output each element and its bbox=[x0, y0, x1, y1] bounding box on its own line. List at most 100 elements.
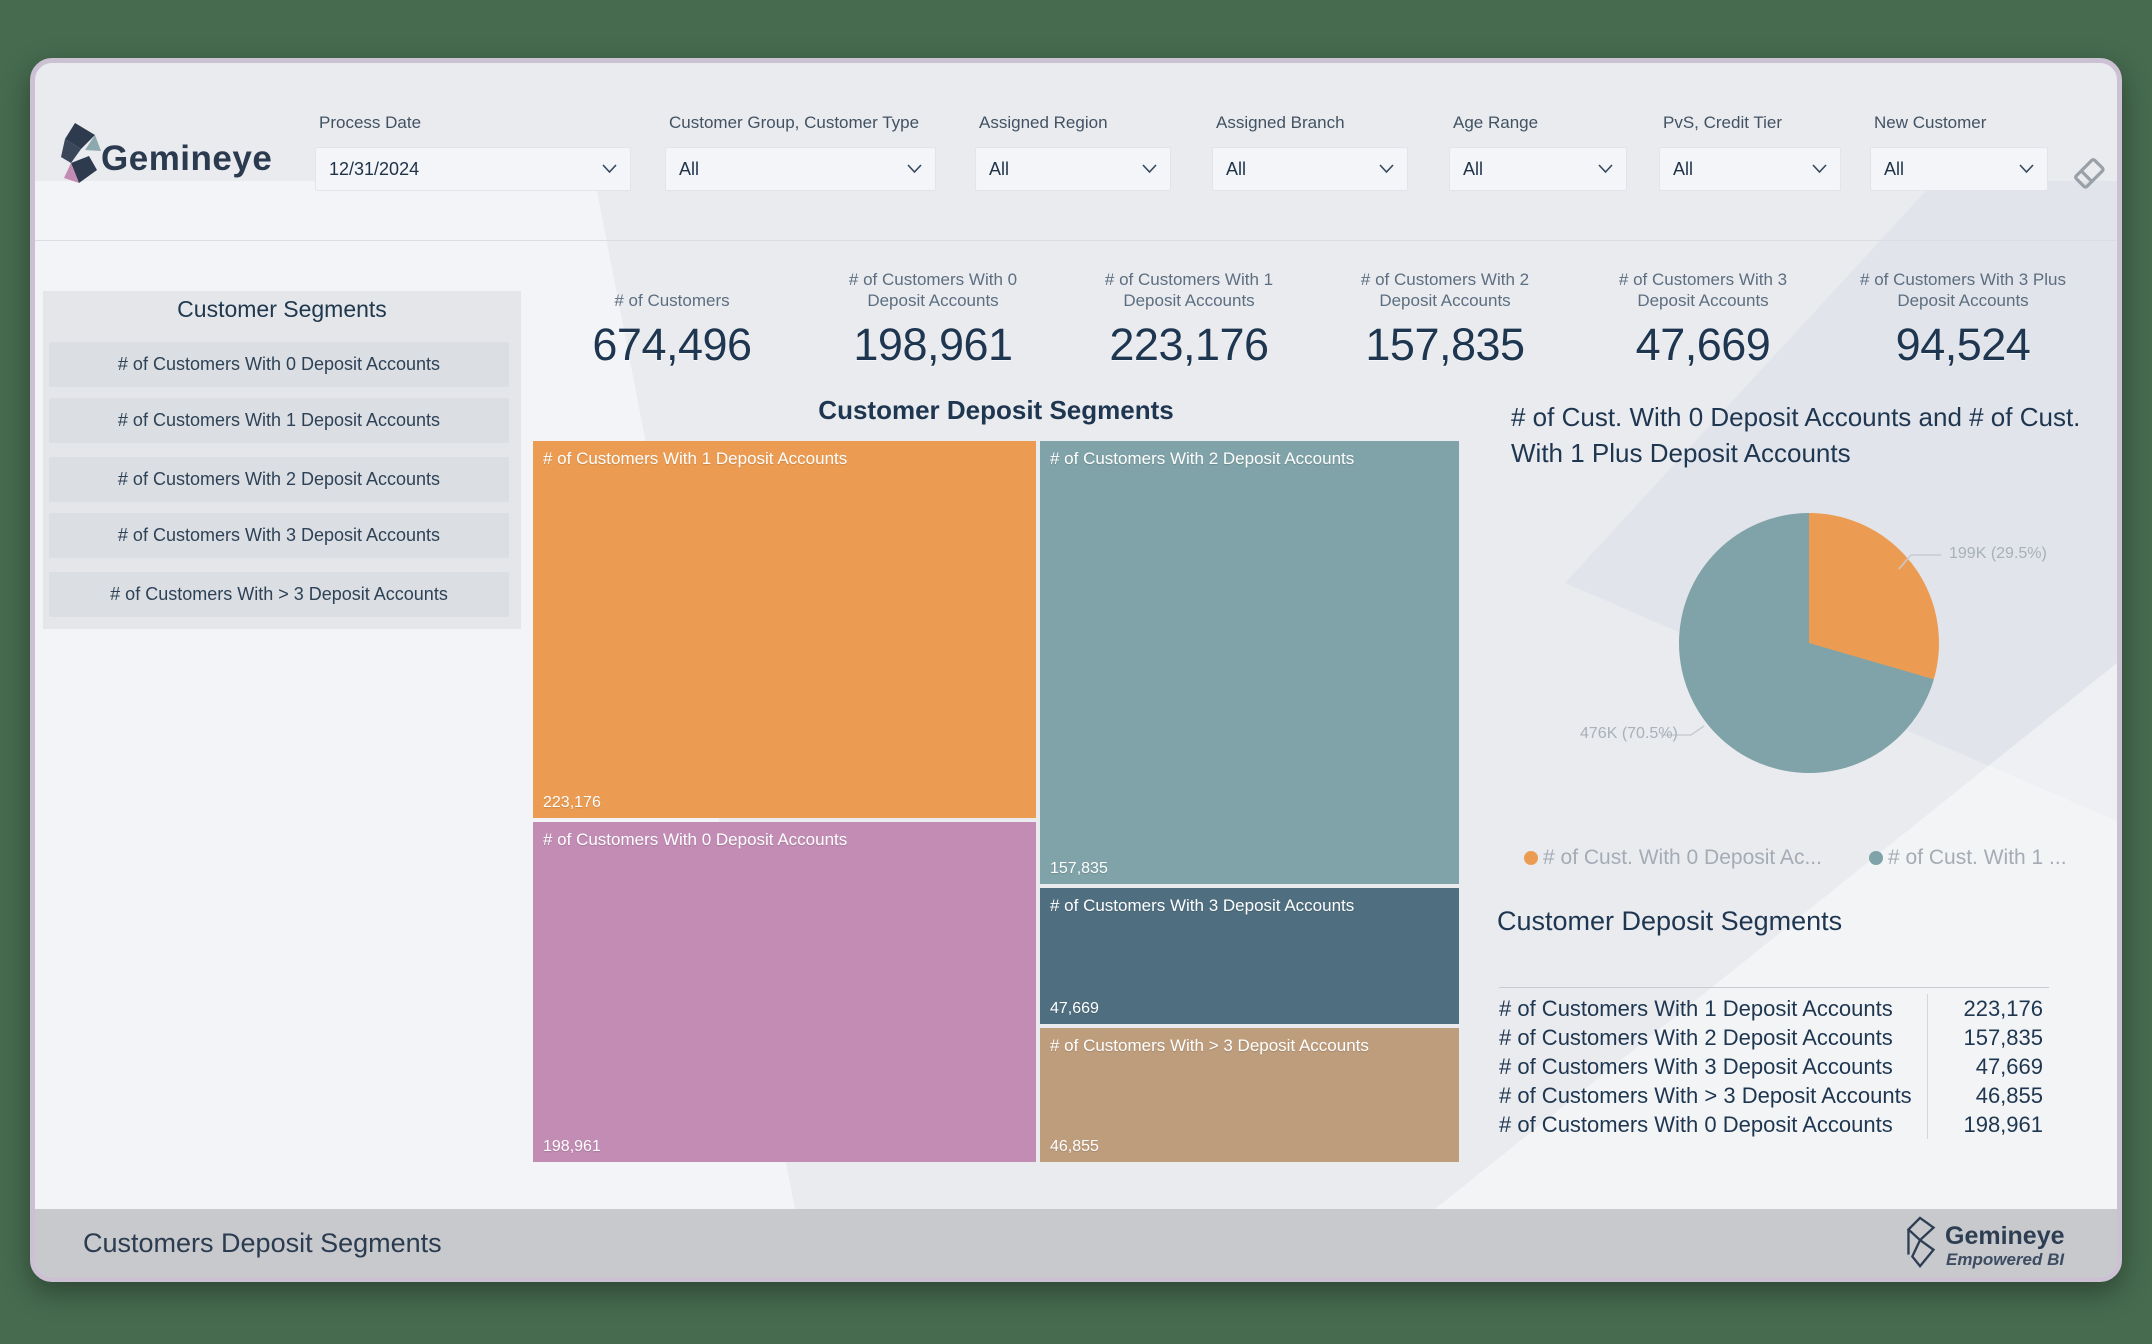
kpi-1-deposit: # of Customers With 1 Deposit Accounts 2… bbox=[1061, 269, 1317, 371]
kpi-label: # of Customers With 3 Plus Deposit Accou… bbox=[1860, 270, 2066, 310]
table-cell-segment: # of Customers With > 3 Deposit Accounts bbox=[1499, 1082, 1912, 1108]
brand-wordmark: Gemineye bbox=[101, 139, 273, 178]
segment-button-gt3-deposit[interactable]: # of Customers With > 3 Deposit Accounts bbox=[49, 572, 509, 617]
segment-button-2-deposit[interactable]: # of Customers With 2 Deposit Accounts bbox=[49, 457, 509, 502]
footer-bar: Customers Deposit Segments Gemineye Empo… bbox=[35, 1209, 2117, 1277]
table-cell-segment: # of Customers With 0 Deposit Accounts bbox=[1499, 1111, 1893, 1137]
footer-brand-wordmark: Gemineye bbox=[1945, 1222, 2065, 1250]
kpi-2-deposit: # of Customers With 2 Deposit Accounts 1… bbox=[1317, 269, 1573, 371]
legend-label: # of Cust. With 1 ... bbox=[1888, 846, 2067, 869]
filter-label: Process Date bbox=[319, 113, 422, 132]
filter-process-date: Process Date 12/31/2024 bbox=[315, 113, 631, 191]
treemap-cell-label: # of Customers With 0 Deposit Accounts bbox=[543, 830, 848, 849]
kpi-0-deposit: # of Customers With 0 Deposit Accounts 1… bbox=[805, 269, 1061, 371]
treemap-cell-value: 46,855 bbox=[1050, 1138, 1099, 1155]
treemap-cell-label: # of Customers With 3 Deposit Accounts bbox=[1050, 896, 1355, 915]
table-cell-segment: # of Customers With 3 Deposit Accounts bbox=[1499, 1053, 1893, 1079]
treemap-cell-label: # of Customers With 2 Deposit Accounts bbox=[1050, 449, 1355, 468]
treemap-cell-label: # of Customers With 1 Deposit Accounts bbox=[543, 449, 848, 468]
treemap-cell-value: 223,176 bbox=[543, 794, 601, 811]
table-cell-value: 198,961 bbox=[1927, 1110, 2049, 1139]
table-row[interactable]: # of Customers With > 3 Deposit Accounts… bbox=[1499, 1081, 2049, 1110]
detail-table-title: Customer Deposit Segments bbox=[1497, 906, 1843, 936]
table-row[interactable]: # of Customers With 3 Deposit Accounts 4… bbox=[1499, 1052, 2049, 1081]
treemap-cell-3-deposit[interactable]: # of Customers With 3 Deposit Accounts 4… bbox=[1040, 888, 1459, 1024]
segment-button-0-deposit[interactable]: # of Customers With 0 Deposit Accounts bbox=[49, 342, 509, 387]
segment-button-1-deposit[interactable]: # of Customers With 1 Deposit Accounts bbox=[49, 398, 509, 443]
kpi-label: # of Customers With 1 Deposit Accounts bbox=[1104, 270, 1274, 310]
legend-dot-icon bbox=[1869, 851, 1883, 865]
detail-table: # of Customers With 1 Deposit Accounts 2… bbox=[1499, 994, 2049, 1139]
treemap-cell-1-deposit[interactable]: # of Customers With 1 Deposit Accounts 2… bbox=[533, 441, 1036, 818]
kpi-value: 94,524 bbox=[1895, 319, 2031, 370]
table-cell-value: 46,855 bbox=[1927, 1081, 2049, 1110]
gemineye-logo-icon bbox=[61, 123, 101, 183]
treemap-cell-value: 47,669 bbox=[1050, 1000, 1099, 1017]
treemap-title: Customer Deposit Segments bbox=[818, 395, 1174, 425]
kpi-value: 157,835 bbox=[1365, 319, 1525, 370]
customer-group-dropdown[interactable]: All bbox=[665, 147, 936, 191]
filter-customer-group: Customer Group, Customer Type All bbox=[665, 113, 936, 191]
filter-age-range: Age Range All bbox=[1449, 113, 1627, 191]
table-row[interactable]: # of Customers With 2 Deposit Accounts 1… bbox=[1499, 1023, 2049, 1052]
treemap-cell-gt3-deposit[interactable]: # of Customers With > 3 Deposit Accounts… bbox=[1040, 1028, 1459, 1162]
kpi-total-customers: # of Customers 674,496 bbox=[544, 269, 800, 371]
gemineye-footer-logo-icon bbox=[1906, 1216, 1936, 1268]
kpi-label: # of Customers bbox=[614, 291, 730, 310]
pie-chart[interactable] bbox=[1679, 513, 1939, 773]
legend-item-1plus-deposit[interactable]: # of Cust. With 1 ... bbox=[1869, 846, 2067, 870]
filter-pvs-credit-tier: PvS, Credit Tier All bbox=[1659, 113, 1841, 191]
kpi-label: # of Customers With 2 Deposit Accounts bbox=[1360, 270, 1530, 310]
dashboard-window: Gemineye Process Date 12/31/2024 Custome… bbox=[30, 58, 2122, 1282]
table-cell-value: 223,176 bbox=[1927, 994, 2049, 1023]
table-row[interactable]: # of Customers With 1 Deposit Accounts 2… bbox=[1499, 994, 2049, 1023]
treemap-cell-value: 198,961 bbox=[543, 1138, 601, 1155]
treemap-cell-value: 157,835 bbox=[1050, 860, 1108, 877]
table-row[interactable]: # of Customers With 0 Deposit Accounts 1… bbox=[1499, 1110, 2049, 1139]
chevron-down-icon bbox=[602, 164, 617, 174]
filter-label: Age Range bbox=[1453, 113, 1539, 132]
kpi-value: 198,961 bbox=[853, 319, 1013, 370]
chevron-down-icon bbox=[1379, 164, 1394, 174]
chevron-down-icon bbox=[1142, 164, 1157, 174]
kpi-value: 223,176 bbox=[1109, 319, 1269, 370]
pie-chart-title: # of Cust. With 0 Deposit Accounts and #… bbox=[1511, 402, 2081, 468]
chevron-down-icon bbox=[1812, 164, 1827, 174]
dropdown-value: 12/31/2024 bbox=[329, 158, 420, 179]
new-customer-dropdown[interactable]: All bbox=[1870, 147, 2048, 191]
assigned-region-dropdown[interactable]: All bbox=[975, 147, 1171, 191]
filter-new-customer: New Customer All bbox=[1870, 113, 2048, 191]
legend-label: # of Cust. With 0 Deposit Ac... bbox=[1543, 846, 1822, 869]
filter-assigned-branch: Assigned Branch All bbox=[1212, 113, 1408, 191]
dropdown-value: All bbox=[1463, 158, 1484, 179]
pie-data-label-0: 199K (29.5%) bbox=[1949, 545, 2047, 562]
filter-label: Assigned Branch bbox=[1216, 113, 1345, 132]
legend-item-0-deposit[interactable]: # of Cust. With 0 Deposit Ac... bbox=[1524, 846, 1822, 870]
filter-label: New Customer bbox=[1874, 113, 1987, 132]
treemap-cell-2-deposit[interactable]: # of Customers With 2 Deposit Accounts 1… bbox=[1040, 441, 1459, 884]
dropdown-value: All bbox=[679, 158, 700, 179]
segment-button-3-deposit[interactable]: # of Customers With 3 Deposit Accounts bbox=[49, 513, 509, 558]
kpi-3-deposit: # of Customers With 3 Deposit Accounts 4… bbox=[1575, 269, 1831, 371]
table-cell-segment: # of Customers With 1 Deposit Accounts bbox=[1499, 995, 1893, 1021]
filter-assigned-region: Assigned Region All bbox=[975, 113, 1171, 191]
header-divider bbox=[35, 240, 2117, 241]
treemap-cell-label: # of Customers With > 3 Deposit Accounts bbox=[1050, 1036, 1369, 1055]
kpi-label: # of Customers With 0 Deposit Accounts bbox=[848, 270, 1018, 310]
filter-label: PvS, Credit Tier bbox=[1663, 113, 1783, 132]
footer-tagline: Empowered BI bbox=[1946, 1250, 2065, 1269]
eraser-clear-filters-icon[interactable] bbox=[2069, 153, 2109, 193]
kpi-value: 47,669 bbox=[1635, 319, 1771, 370]
pvs-credit-tier-dropdown[interactable]: All bbox=[1659, 147, 1841, 191]
table-cell-value: 157,835 bbox=[1927, 1023, 2049, 1052]
assigned-branch-dropdown[interactable]: All bbox=[1212, 147, 1408, 191]
age-range-dropdown[interactable]: All bbox=[1449, 147, 1627, 191]
process-date-dropdown[interactable]: 12/31/2024 bbox=[315, 147, 631, 191]
pie-data-label-1: 476K (70.5%) bbox=[1580, 725, 1678, 742]
chevron-down-icon bbox=[1598, 164, 1613, 174]
chevron-down-icon bbox=[2019, 164, 2034, 174]
treemap-cell-0-deposit[interactable]: # of Customers With 0 Deposit Accounts 1… bbox=[533, 822, 1036, 1162]
dropdown-value: All bbox=[1673, 158, 1694, 179]
dropdown-value: All bbox=[1226, 158, 1247, 179]
filter-label: Assigned Region bbox=[979, 113, 1108, 132]
